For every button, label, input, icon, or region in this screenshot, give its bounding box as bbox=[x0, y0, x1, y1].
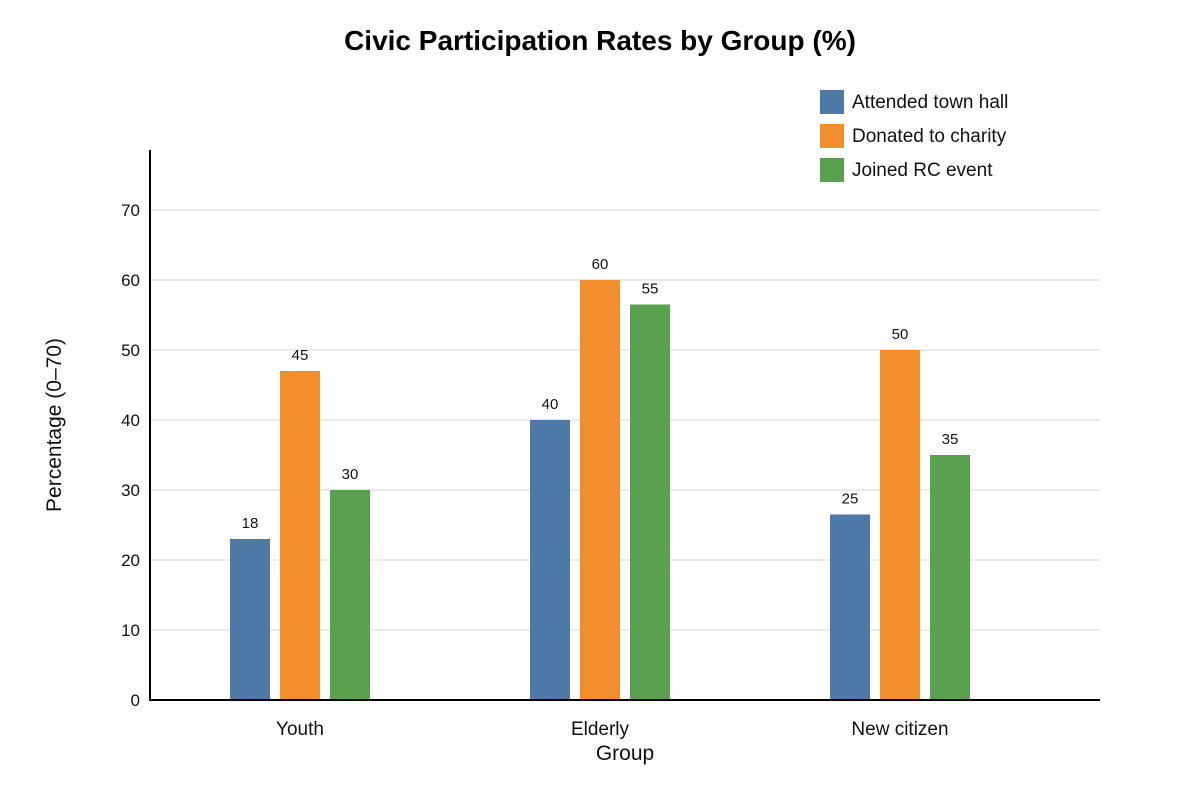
y-tick-label: 70 bbox=[121, 201, 140, 220]
y-tick-label: 10 bbox=[121, 621, 140, 640]
y-axis-title: Percentage (0–70) bbox=[43, 338, 66, 512]
bar bbox=[580, 280, 620, 700]
data-label: 60 bbox=[592, 256, 609, 273]
bar bbox=[630, 304, 670, 700]
bars bbox=[230, 280, 970, 700]
bar bbox=[280, 371, 320, 700]
x-category-label: Youth bbox=[276, 719, 324, 740]
data-label: 25 bbox=[842, 491, 859, 508]
legend-label: Donated to charity bbox=[852, 126, 1007, 147]
bar bbox=[880, 350, 920, 700]
data-label: 50 bbox=[892, 326, 909, 343]
legend-swatch bbox=[820, 158, 844, 182]
y-tick-label: 40 bbox=[121, 411, 140, 430]
x-category-label: New citizen bbox=[851, 719, 948, 740]
legend-label: Joined RC event bbox=[852, 160, 993, 181]
x-category-labels: Youth Elderly New citizen bbox=[276, 719, 949, 740]
data-label: 30 bbox=[342, 466, 359, 483]
bar bbox=[530, 420, 570, 700]
bar bbox=[330, 490, 370, 700]
legend-label: Attended town hall bbox=[852, 92, 1008, 113]
data-label: 45 bbox=[292, 347, 309, 364]
y-tick-label: 20 bbox=[121, 551, 140, 570]
y-tick-label: 0 bbox=[131, 691, 140, 710]
y-tick-labels: 0 10 20 30 40 50 60 70 bbox=[121, 201, 140, 710]
legend-swatch bbox=[820, 90, 844, 114]
bar bbox=[930, 455, 970, 700]
data-label: 35 bbox=[942, 431, 959, 448]
data-labels: 18 40 25 45 60 50 30 55 35 bbox=[242, 256, 959, 532]
axes bbox=[149, 150, 1100, 701]
y-tick-label: 60 bbox=[121, 271, 140, 290]
legend: Attended town hall Donated to charity Join… bbox=[820, 90, 1008, 182]
y-tick-label: 30 bbox=[121, 481, 140, 500]
data-label: 40 bbox=[542, 396, 559, 413]
bar bbox=[230, 539, 270, 700]
chart-title: Civic Participation Rates by Group (%) bbox=[344, 25, 856, 56]
y-tick-label: 50 bbox=[121, 341, 140, 360]
data-label: 18 bbox=[242, 515, 259, 532]
x-category-label: Elderly bbox=[571, 719, 630, 740]
data-label: 55 bbox=[642, 281, 659, 298]
bar bbox=[830, 514, 870, 700]
x-axis-title: Group bbox=[596, 742, 654, 765]
legend-swatch bbox=[820, 124, 844, 148]
